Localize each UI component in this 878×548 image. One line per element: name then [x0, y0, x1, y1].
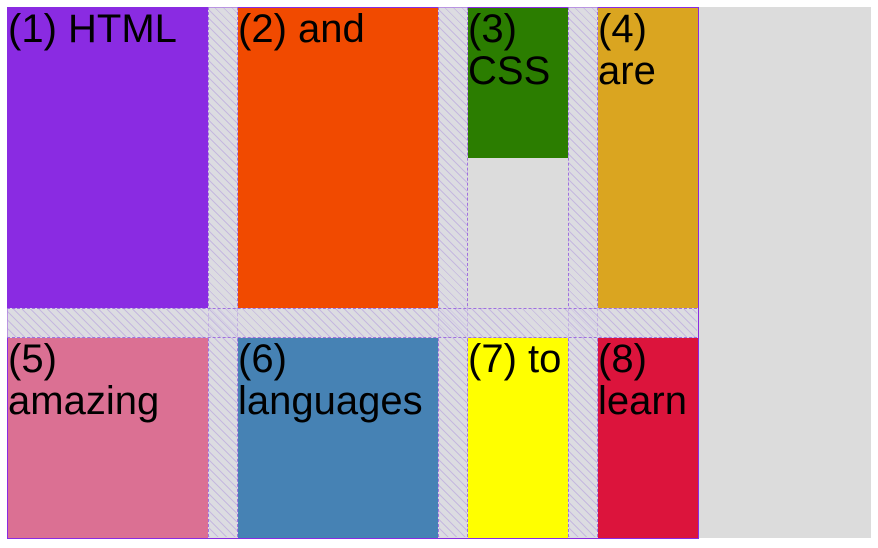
grid-item-8: (8) learn [598, 338, 698, 538]
grid-container: (1) HTML (2) and (3) CSS (4) are (5) ama… [7, 7, 699, 539]
grid-item-6: (6) languages [238, 338, 438, 538]
grid-item-5: (5) amazing [8, 338, 208, 538]
grid-item-4: (4) are [598, 8, 698, 308]
grid-item-3: (3) CSS [468, 8, 568, 158]
grid-item-7: (7) to [468, 338, 568, 538]
grid-item-1: (1) HTML [8, 8, 208, 308]
grid-item-2: (2) and [238, 8, 438, 308]
page-viewport: (1) HTML (2) and (3) CSS (4) are (5) ama… [7, 7, 871, 539]
